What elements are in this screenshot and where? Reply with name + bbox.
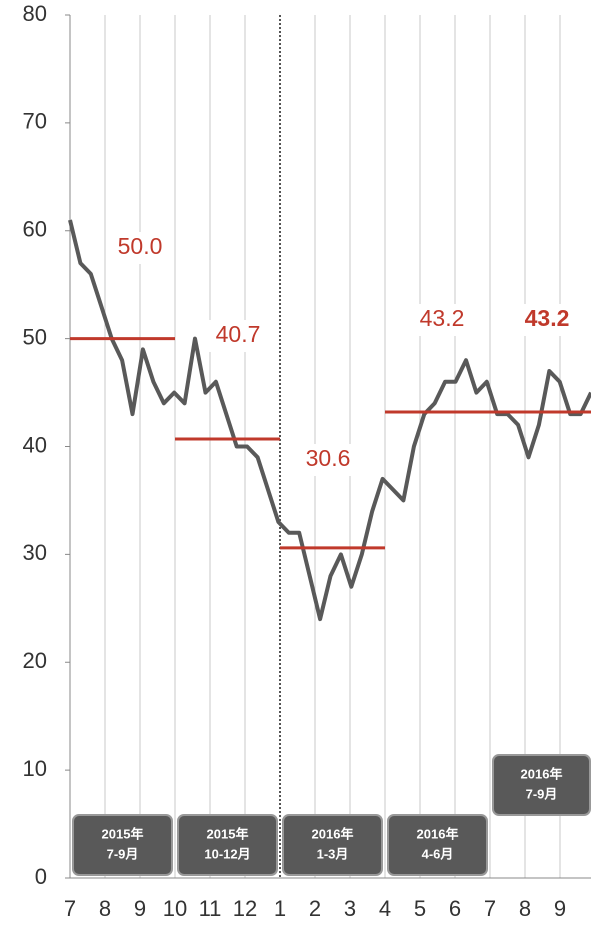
y-tick-label: 80	[23, 1, 47, 26]
x-tick-label: 7	[484, 896, 496, 921]
x-tick-label: 4	[379, 896, 391, 921]
x-tick-label: 12	[233, 896, 257, 921]
x-tick-label: 9	[554, 896, 566, 921]
y-tick-label: 0	[35, 864, 47, 889]
x-tick-label: 8	[519, 896, 531, 921]
y-tick-label: 10	[23, 756, 47, 781]
quarter-year: 2016年	[417, 826, 459, 841]
average-label: 43.2	[420, 305, 465, 331]
quarter-box-bg	[492, 754, 591, 816]
quarter-box: 2016年 1-3月	[282, 814, 383, 876]
quarter-box-bg	[387, 814, 488, 876]
label-bg	[204, 320, 272, 352]
quarter-months: 1-3月	[317, 846, 349, 861]
y-tick-label: 70	[23, 109, 47, 134]
x-tick-label: 1	[274, 896, 286, 921]
label-bg	[513, 304, 581, 336]
average-label: 50.0	[118, 233, 163, 259]
y-tick-label: 40	[23, 432, 47, 457]
quarter-box: 2016年 4-6月	[387, 814, 488, 876]
x-tick-label: 11	[199, 896, 222, 921]
quarter-months: 10-12月	[204, 846, 250, 861]
y-tick-label: 50	[23, 324, 47, 349]
label-bg	[106, 232, 174, 264]
quarter-box: 2015年 7-9月	[72, 814, 173, 876]
quarter-box: 2016年 7-9月	[492, 754, 591, 816]
average-label: 40.7	[216, 321, 261, 347]
quarter-year: 2015年	[102, 826, 144, 841]
quarter-box-bg	[177, 814, 278, 876]
x-tick-label: 7	[64, 896, 76, 921]
quarter-months: 7-9月	[107, 846, 139, 861]
x-tick-label: 5	[414, 896, 426, 921]
quarter-months: 4-6月	[422, 846, 454, 861]
y-tick-label: 20	[23, 648, 47, 673]
quarter-year: 2016年	[521, 766, 563, 781]
label-bg	[408, 304, 476, 336]
x-tick-label: 2	[309, 896, 321, 921]
x-tick-label: 8	[99, 896, 111, 921]
average-label: 30.6	[306, 445, 351, 471]
price-line	[68, 219, 591, 622]
quarter-year: 2016年	[312, 826, 354, 841]
quarter-box-bg	[72, 814, 173, 876]
y-tick-label: 30	[23, 540, 47, 565]
x-tick-label: 6	[449, 896, 461, 921]
average-label: 43.2	[525, 305, 570, 331]
x-tick-label: 3	[344, 896, 356, 921]
quarter-year: 2015年	[207, 826, 249, 841]
quarter-box-bg	[282, 814, 383, 876]
quarter-months: 7-9月	[526, 786, 558, 801]
x-tick-label: 9	[134, 896, 146, 921]
y-tick-label: 60	[23, 217, 47, 242]
quarter-box: 2015年 10-12月	[177, 814, 278, 876]
x-tick-label: 10	[163, 896, 187, 921]
label-bg	[294, 444, 362, 476]
